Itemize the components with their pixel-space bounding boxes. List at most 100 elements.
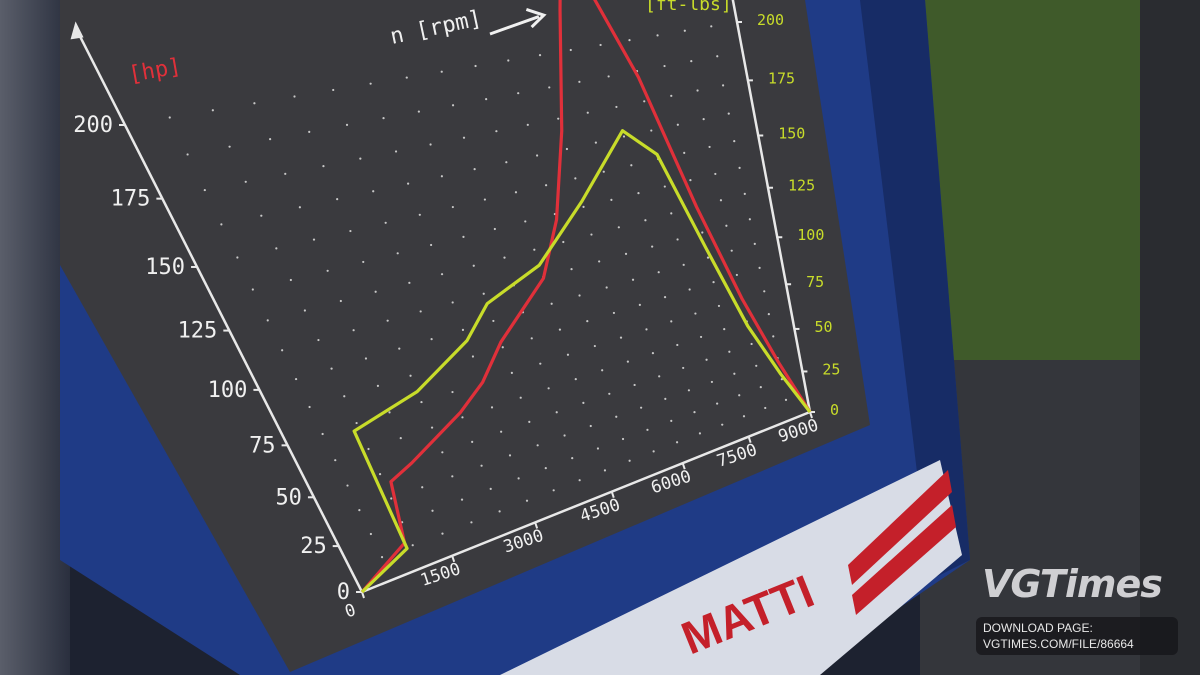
grid-dot	[628, 38, 631, 42]
grid-dot	[421, 486, 424, 489]
grid-dot	[284, 172, 287, 175]
grid-dot	[650, 129, 653, 132]
grid-dot	[362, 260, 365, 264]
right-y-tick-label: 150	[778, 125, 805, 143]
grid-dot	[483, 198, 486, 201]
grid-dot	[763, 290, 766, 293]
download-line1: DOWNLOAD PAGE:	[983, 621, 1093, 635]
grid-dot	[517, 477, 520, 480]
grid-dot	[461, 328, 465, 331]
grid-dot	[500, 430, 503, 433]
grid-dot	[211, 109, 214, 112]
grid-dot	[682, 263, 685, 266]
grid-dot	[716, 402, 719, 405]
grid-dot	[382, 117, 385, 120]
grid-dot	[369, 532, 372, 536]
right-axis-label: [ft-lbs]	[645, 0, 732, 15]
grid-dot	[548, 86, 551, 89]
grid-dot	[656, 34, 659, 37]
grid-dot	[492, 319, 495, 323]
grid-dot	[451, 205, 454, 209]
grid-dot	[562, 240, 565, 244]
grid-dot	[470, 521, 473, 524]
grid-dot	[281, 349, 284, 352]
right-y-tick-label: 50	[814, 318, 832, 336]
grid-dot	[767, 313, 770, 316]
grid-dot	[626, 360, 629, 363]
grid-dot	[275, 247, 278, 250]
grid-dot	[663, 296, 667, 299]
grid-dot	[550, 302, 553, 305]
grid-dot	[601, 369, 604, 372]
brand-plate	[500, 460, 962, 675]
grid-dot	[717, 304, 721, 308]
grid-dot	[524, 220, 527, 223]
grid-dot	[430, 338, 433, 341]
grid-dot	[398, 347, 401, 350]
grid-dot	[322, 165, 325, 168]
grid-dot	[539, 362, 542, 365]
grid-dot	[266, 319, 269, 322]
grid-dot	[645, 328, 648, 331]
grid-dot	[489, 487, 492, 490]
dyno-screen	[60, 0, 870, 672]
grid-dot	[358, 509, 361, 512]
grid-dot	[203, 188, 206, 192]
grid-dot	[698, 432, 702, 435]
grid-dot	[719, 199, 723, 202]
grid-dot	[253, 102, 256, 105]
grid-dot	[710, 25, 713, 28]
grid-dot	[505, 161, 508, 164]
grid-dot	[615, 105, 618, 109]
grid-dot	[399, 437, 402, 440]
grid-dot	[326, 269, 329, 272]
grid-dot	[594, 141, 597, 144]
grid-dot	[716, 55, 719, 58]
grid-dot	[578, 294, 581, 297]
grid-dot	[441, 451, 444, 454]
grid-dot	[374, 290, 377, 293]
grid-dot	[710, 380, 714, 384]
grid-dot	[471, 440, 474, 443]
grid-dot	[533, 248, 536, 251]
x-tick	[534, 522, 539, 529]
grid-dot	[664, 397, 667, 400]
grid-dot	[289, 278, 292, 282]
grid-dot	[640, 406, 643, 409]
grid-dot	[451, 390, 454, 394]
grid-dot	[630, 164, 633, 167]
brand-stripe	[848, 470, 952, 585]
grid-dot	[228, 145, 231, 148]
grid-dot	[670, 419, 673, 422]
grid-dot	[706, 256, 710, 259]
grid-dot	[372, 190, 375, 193]
grid-dot	[411, 544, 414, 547]
left-y-tick-label: 200	[73, 113, 113, 138]
frame-side	[860, 0, 970, 580]
grid-dot	[676, 238, 679, 241]
grid-dot	[712, 281, 715, 284]
grid-dot	[480, 464, 483, 467]
blurred-background-right	[1140, 0, 1200, 675]
grid-dot	[682, 366, 685, 370]
grid-dot	[610, 198, 613, 202]
grid-dot	[596, 447, 600, 450]
grid-dot	[605, 286, 608, 289]
grid-dot	[472, 264, 475, 267]
right-y-tick-label: 175	[768, 69, 795, 87]
blurred-background-left	[0, 0, 70, 675]
right-y-tick-label: 75	[806, 273, 824, 291]
grid-dot	[696, 89, 699, 92]
grid-dot	[759, 386, 762, 389]
grid-dot	[578, 80, 581, 83]
grid-dot	[570, 268, 573, 271]
x-tick	[747, 436, 752, 443]
grid-dot	[607, 75, 610, 78]
grid-dot	[390, 497, 393, 500]
grid-dot	[430, 243, 433, 247]
grid-dot	[670, 212, 673, 215]
left-y-tick-label: 125	[178, 319, 218, 344]
grid-dot	[555, 411, 558, 414]
grid-dot	[750, 342, 753, 346]
